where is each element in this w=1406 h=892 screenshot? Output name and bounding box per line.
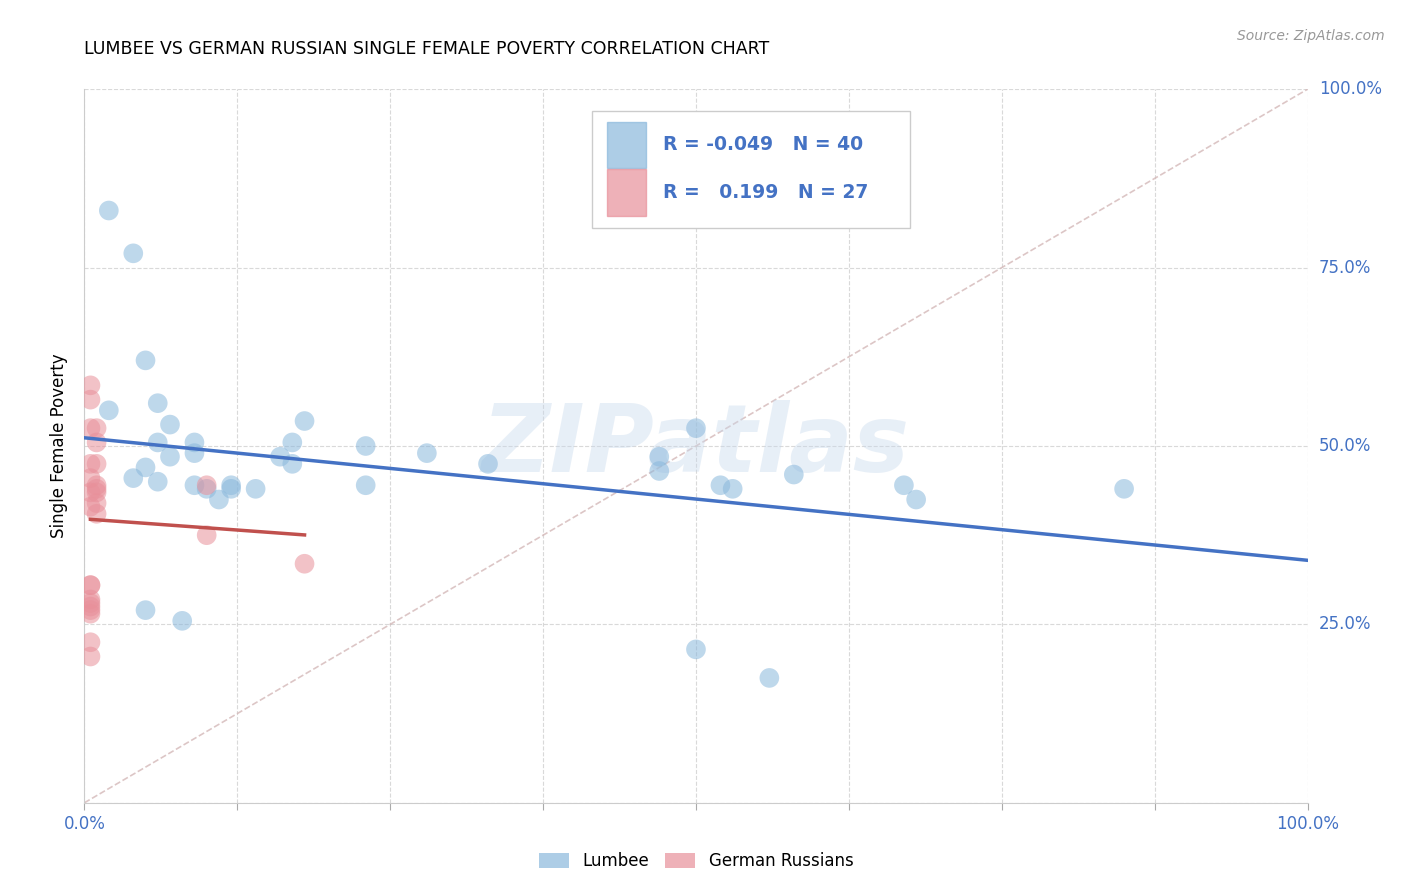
Point: [183, 478, 205, 492]
Point: [86, 507, 108, 521]
Point: [86, 457, 108, 471]
Point: [219, 482, 242, 496]
Point: [1114, 482, 1136, 496]
Point: [135, 353, 157, 368]
Point: [97, 203, 120, 218]
Point: [195, 478, 218, 492]
Point: [79, 603, 101, 617]
Point: [122, 246, 145, 260]
Point: [86, 485, 108, 500]
FancyBboxPatch shape: [592, 111, 910, 228]
Point: [648, 464, 671, 478]
Point: [685, 421, 707, 435]
Point: [219, 478, 242, 492]
Point: [159, 450, 181, 464]
Point: [79, 471, 101, 485]
Bar: [606, 169, 645, 216]
Point: [709, 478, 731, 492]
Point: [79, 378, 101, 392]
Point: [294, 414, 316, 428]
Point: [79, 578, 101, 592]
Point: [294, 557, 316, 571]
Point: [281, 435, 304, 450]
Point: [79, 392, 101, 407]
Text: 75.0%: 75.0%: [1319, 259, 1371, 277]
Point: [477, 457, 499, 471]
Point: [79, 578, 101, 592]
Point: [79, 607, 101, 621]
Point: [354, 439, 377, 453]
Point: [86, 478, 108, 492]
Bar: [606, 121, 645, 168]
Point: [208, 492, 231, 507]
Point: [183, 446, 205, 460]
Text: 50.0%: 50.0%: [1319, 437, 1371, 455]
Point: [79, 635, 101, 649]
Point: [146, 475, 169, 489]
Point: [79, 592, 101, 607]
Point: [685, 642, 707, 657]
Point: [86, 421, 108, 435]
Point: [86, 435, 108, 450]
Point: [86, 496, 108, 510]
Point: [758, 671, 780, 685]
Point: [79, 599, 101, 614]
Point: [159, 417, 181, 432]
Point: [281, 457, 304, 471]
Y-axis label: Single Female Poverty: Single Female Poverty: [51, 354, 69, 538]
Point: [79, 457, 101, 471]
Point: [721, 482, 744, 496]
Point: [97, 403, 120, 417]
Text: 25.0%: 25.0%: [1319, 615, 1371, 633]
Text: 100.0%: 100.0%: [1319, 80, 1382, 98]
Point: [79, 649, 101, 664]
Point: [783, 467, 806, 482]
Point: [79, 485, 101, 500]
Point: [905, 492, 928, 507]
Point: [122, 471, 145, 485]
Text: ZIPatlas: ZIPatlas: [482, 400, 910, 492]
Text: R =   0.199   N = 27: R = 0.199 N = 27: [664, 183, 869, 202]
Point: [79, 596, 101, 610]
Point: [146, 435, 169, 450]
Point: [135, 603, 157, 617]
Point: [172, 614, 194, 628]
Point: [146, 396, 169, 410]
Point: [79, 421, 101, 435]
Point: [135, 460, 157, 475]
Point: [245, 482, 267, 496]
Point: [86, 482, 108, 496]
Point: [354, 478, 377, 492]
Point: [183, 435, 205, 450]
Point: [269, 450, 291, 464]
Point: [79, 500, 101, 514]
Point: [648, 450, 671, 464]
Legend: Lumbee, German Russians: Lumbee, German Russians: [531, 846, 860, 877]
Point: [195, 482, 218, 496]
Point: [195, 528, 218, 542]
Text: LUMBEE VS GERMAN RUSSIAN SINGLE FEMALE POVERTY CORRELATION CHART: LUMBEE VS GERMAN RUSSIAN SINGLE FEMALE P…: [84, 40, 769, 58]
Point: [893, 478, 915, 492]
Point: [416, 446, 439, 460]
Text: Source: ZipAtlas.com: Source: ZipAtlas.com: [1237, 29, 1385, 43]
Text: R = -0.049   N = 40: R = -0.049 N = 40: [664, 136, 863, 154]
